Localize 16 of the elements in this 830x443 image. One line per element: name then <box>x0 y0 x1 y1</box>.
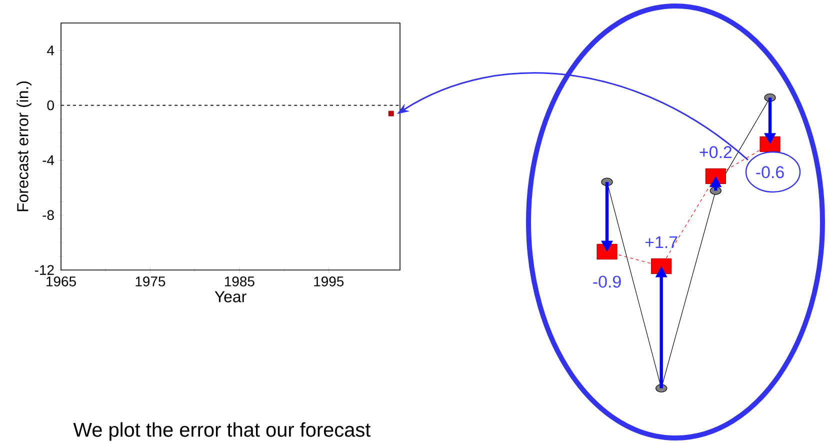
y-tick-label: 0 <box>47 100 54 110</box>
annotation: +1.7 <box>645 236 678 248</box>
x-tick-label: 1975 <box>136 276 166 286</box>
y-axis-title: Forecast error (in.) <box>16 82 32 212</box>
annotation: -0.6 <box>756 166 784 178</box>
x-tick-label: 1985 <box>224 276 254 286</box>
annotation: -0.9 <box>593 276 621 288</box>
x-tick-label: 1965 <box>46 276 76 286</box>
annotation: +0.2 <box>700 146 732 158</box>
x-tick-label: 1995 <box>314 276 344 286</box>
y-tick-label: -8 <box>42 210 54 220</box>
y-tick-label: -12 <box>34 265 54 275</box>
text: We plot the error that our forecast <box>73 422 371 441</box>
y-tick-label: -4 <box>42 155 54 166</box>
y-tick-label: 4 <box>47 46 54 56</box>
x-axis-title: Year <box>214 291 246 302</box>
